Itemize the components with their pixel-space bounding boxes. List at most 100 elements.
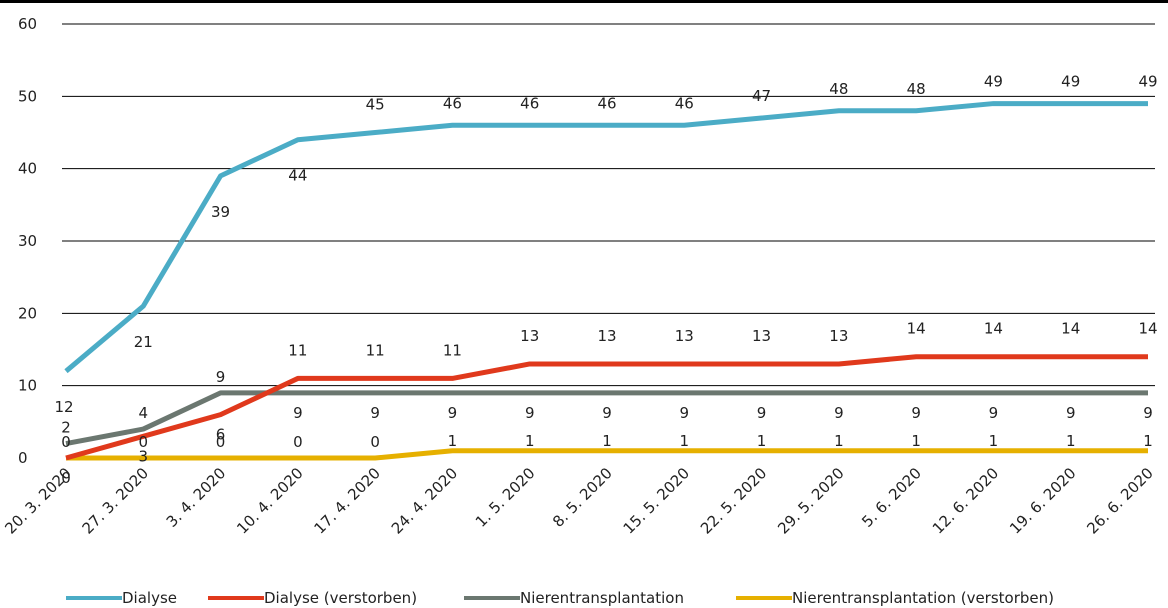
data-label-s0: 46: [520, 94, 539, 112]
data-label-s2: 4: [139, 404, 149, 422]
data-label-s2: 9: [216, 368, 226, 386]
data-label-s2: 9: [911, 404, 921, 422]
legend-label-nierentransplantation-verstorben: Nierentransplantation (verstorben): [792, 589, 1054, 607]
data-label-s1: 11: [288, 341, 307, 359]
y-tick-label: 60: [18, 15, 37, 33]
y-tick-label: 10: [18, 377, 37, 395]
legend-item-nierentransplantation: Nierentransplantation: [464, 588, 684, 608]
x-tick-label: 29. 5. 2020: [774, 464, 847, 537]
data-label-s2: 9: [680, 404, 690, 422]
data-label-s0: 39: [211, 203, 230, 221]
data-label-s2: 9: [525, 404, 535, 422]
series-line-2: [65, 390, 1148, 446]
data-label-s3: 1: [1143, 432, 1153, 450]
data-label-s2: 9: [293, 404, 303, 422]
x-tick-label: 5. 6. 2020: [858, 464, 925, 531]
legend-swatch-nierentransplantation: [464, 596, 520, 600]
data-label-s0: 45: [366, 96, 385, 114]
y-tick-label: 30: [18, 232, 37, 250]
data-label-s1: 13: [829, 327, 848, 345]
y-tick-label: 40: [18, 160, 37, 178]
data-label-s1: 13: [520, 327, 539, 345]
data-label-s3: 1: [525, 432, 535, 450]
x-tick-label: 24. 4. 2020: [388, 464, 461, 537]
data-label-s0: 46: [597, 94, 616, 112]
legend-label-dialyse-verstorben: Dialyse (verstorben): [264, 589, 418, 607]
data-label-s3: 1: [680, 432, 690, 450]
data-label-s2: 9: [370, 404, 380, 422]
data-label-s3: 0: [61, 433, 71, 451]
data-label-s1: 3: [139, 447, 149, 465]
data-label-s2: 9: [989, 404, 999, 422]
data-label-s1: 14: [984, 320, 1003, 338]
data-label-s3: 1: [989, 432, 999, 450]
data-label-s2: 9: [1066, 404, 1076, 422]
top-border: [0, 0, 1168, 3]
x-tick-label: 12. 6. 2020: [929, 464, 1002, 537]
legend-swatch-dialyse-verstorben: [208, 596, 264, 600]
data-label-s0: 49: [1061, 73, 1080, 91]
legend-label-nierentransplantation: Nierentransplantation: [520, 589, 684, 607]
data-label-s0: 46: [443, 94, 462, 112]
x-tick-label: 8. 5. 2020: [549, 464, 616, 531]
data-label-s3: 0: [370, 433, 380, 451]
data-label-s0: 47: [752, 87, 771, 105]
y-tick-label: 20: [18, 304, 37, 322]
data-label-s3: 0: [293, 433, 303, 451]
x-tick-label: 19. 6. 2020: [1006, 464, 1079, 537]
x-tick-label: 1. 5. 2020: [472, 464, 539, 531]
legend-label-dialyse: Dialyse: [122, 589, 177, 607]
data-label-s3: 1: [834, 432, 844, 450]
x-tick-label: 15. 5. 2020: [620, 464, 693, 537]
data-label-s3: 1: [911, 432, 921, 450]
data-label-s0: 49: [984, 73, 1003, 91]
x-axis-ticks: 20. 3. 2020 27. 3. 2020 3. 4. 2020 10. 4. 2…: [1, 464, 1156, 537]
data-label-s1: 13: [597, 327, 616, 345]
data-label-s3: 1: [448, 432, 458, 450]
x-tick-label: 27. 3. 2020: [79, 464, 152, 537]
data-label-s2: 9: [602, 404, 612, 422]
data-label-s0: 21: [134, 333, 153, 351]
series-line-0: [64, 101, 1148, 374]
data-label-s0: 48: [907, 80, 926, 98]
x-tick-label: 26. 6. 2020: [1083, 464, 1156, 537]
data-label-s0: 49: [1138, 73, 1157, 91]
data-label-s1: 13: [752, 327, 771, 345]
series-lines: [64, 101, 1148, 461]
data-label-s3: 1: [757, 432, 767, 450]
y-tick-label: 0: [18, 449, 28, 467]
data-label-s0: 12: [54, 398, 73, 416]
legend-item-nierentransplantation-verstorben: Nierentransplantation (verstorben): [736, 588, 1054, 608]
data-label-s1: 0: [61, 469, 71, 487]
legend: Dialyse Dialyse (verstorben) Nierentrans…: [0, 588, 1168, 608]
data-label-s3: 1: [1066, 432, 1076, 450]
data-label-s0: 48: [829, 80, 848, 98]
data-label-s1: 11: [366, 341, 385, 359]
data-label-s1: 14: [1061, 320, 1080, 338]
data-label-s3: 0: [139, 433, 149, 451]
data-label-s0: 44: [288, 167, 307, 185]
x-tick-label: 22. 5. 2020: [697, 464, 770, 537]
data-label-s3: 0: [216, 433, 226, 451]
data-label-s2: 9: [834, 404, 844, 422]
gridlines: [62, 23, 1155, 387]
x-tick-label: 17. 4. 2020: [311, 464, 384, 537]
data-label-s2: 9: [448, 404, 458, 422]
legend-swatch-dialyse: [66, 596, 122, 600]
x-tick-label: 10. 4. 2020: [233, 464, 306, 537]
data-label-s1: 14: [907, 320, 926, 338]
data-label-s1: 6: [216, 426, 226, 444]
legend-swatch-nierentransplantation-verstorben: [736, 596, 792, 600]
data-label-s0: 46: [675, 94, 694, 112]
y-tick-label: 50: [18, 87, 37, 105]
data-label-s1: 13: [675, 327, 694, 345]
series-line-3: [66, 448, 1148, 461]
series-line-1: [65, 354, 1148, 461]
data-label-s2: 9: [1143, 404, 1153, 422]
y-axis-ticks: 0 10 20 30 40 50 60: [18, 15, 37, 467]
data-label-s1: 11: [443, 341, 462, 359]
data-label-s1: 14: [1138, 320, 1157, 338]
data-label-s3: 1: [602, 432, 612, 450]
